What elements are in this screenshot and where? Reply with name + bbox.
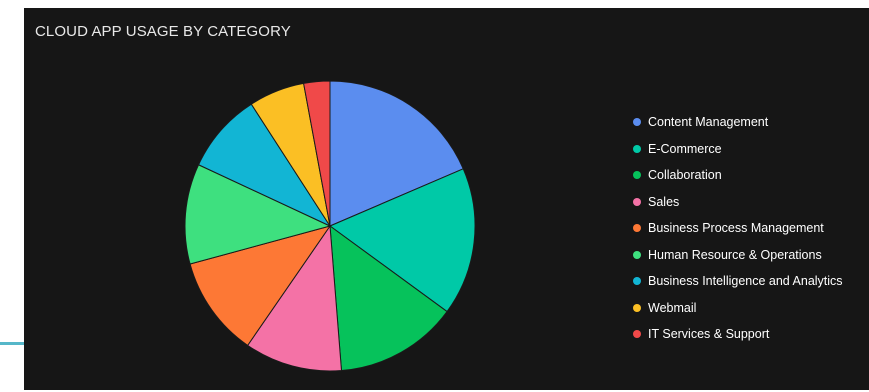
legend-marker-icon (633, 251, 641, 259)
legend-marker-icon (633, 277, 641, 285)
legend-marker-icon (633, 171, 641, 179)
legend-item-business-process-management[interactable]: Business Process Management (633, 215, 843, 242)
legend-label: Webmail (648, 301, 696, 315)
legend-label: Collaboration (648, 168, 722, 182)
legend-label: Sales (648, 195, 679, 209)
legend-marker-icon (633, 145, 641, 153)
legend-item-human-resource-and-operations[interactable]: Human Resource & Operations (633, 242, 843, 269)
chart-panel: CLOUD APP USAGE BY CATEGORY Content Mana… (24, 8, 869, 390)
legend-marker-icon (633, 224, 641, 232)
legend-label: Business Process Management (648, 221, 824, 235)
legend-item-webmail[interactable]: Webmail (633, 295, 843, 322)
chart-legend: Content Management E-Commerce Collaboratio… (633, 109, 843, 348)
legend-item-it-services-and-support[interactable]: IT Services & Support (633, 321, 843, 348)
legend-label: Human Resource & Operations (648, 248, 822, 262)
legend-label: Content Management (648, 115, 768, 129)
legend-marker-icon (633, 198, 641, 206)
legend-marker-icon (633, 330, 641, 338)
legend-item-collaboration[interactable]: Collaboration (633, 162, 843, 189)
legend-label: E-Commerce (648, 142, 722, 156)
legend-item-business-intelligence-and-analytics[interactable]: Business Intelligence and Analytics (633, 268, 843, 295)
legend-item-content-management[interactable]: Content Management (633, 109, 843, 136)
legend-label: IT Services & Support (648, 327, 769, 341)
legend-item-e-commerce[interactable]: E-Commerce (633, 136, 843, 163)
legend-marker-icon (633, 118, 641, 126)
accent-line (0, 342, 24, 345)
legend-label: Business Intelligence and Analytics (648, 274, 843, 288)
pie-chart (24, 8, 624, 390)
legend-item-sales[interactable]: Sales (633, 189, 843, 216)
legend-marker-icon (633, 304, 641, 312)
